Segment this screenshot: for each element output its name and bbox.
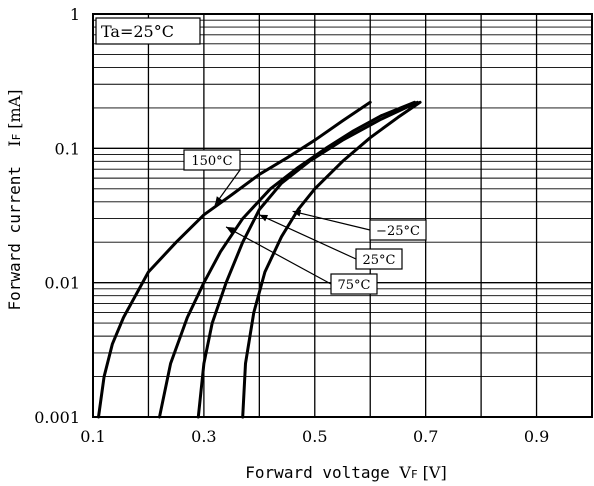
curve-label: 150°C	[183, 149, 241, 206]
y-tick-label: 1	[70, 5, 80, 24]
y-axis-label-sub: F	[10, 134, 23, 141]
curves	[97, 100, 422, 419]
arrow-head-icon	[292, 209, 302, 217]
condition-label: Ta=25°C	[101, 22, 174, 41]
y-axis-label-symbol: I	[5, 140, 24, 146]
arrow-head-icon	[214, 196, 223, 205]
x-tick-label: 0.5	[302, 427, 327, 446]
y-axis-label: Forward current IF [mA]	[5, 89, 24, 310]
x-tick-label: 0.7	[413, 427, 438, 446]
y-tick-label: 0.1	[55, 139, 80, 158]
curve-label-text: −25°C	[376, 224, 420, 239]
series-line-25C	[196, 100, 419, 419]
x-tick-label: 0.3	[191, 427, 216, 446]
curve-label: 25°C	[259, 214, 403, 270]
leader-line	[292, 210, 371, 231]
series-line-150C	[97, 100, 372, 419]
curve-label-text: 25°C	[363, 253, 396, 268]
y-tick-label: 0.001	[34, 408, 80, 427]
x-tick-label: 0.1	[80, 427, 105, 446]
curve-labels: 150°C −25°C 25°C 75°C	[183, 149, 427, 295]
curve-label-box	[330, 273, 378, 295]
x-axis-label-unit: [V]	[418, 463, 447, 482]
plot-frame	[92, 13, 593, 418]
curve-label-box	[183, 149, 241, 171]
x-tick-label: 0.9	[524, 427, 549, 446]
y-tick-labels: 0.001 0.01 0.1 1	[34, 5, 80, 427]
y-axis-label-unit: [mA]	[5, 89, 24, 133]
series-line-75C	[158, 100, 417, 419]
arrow-head-icon	[259, 214, 269, 222]
curve-label: −25°C	[292, 209, 427, 241]
curve-label-box	[355, 248, 403, 270]
leader-line	[225, 226, 332, 285]
leader-line	[259, 214, 357, 260]
y-axis-label-text: Forward current	[5, 147, 24, 311]
x-tick-labels: 0.1 0.3 0.5 0.7 0.9	[80, 427, 549, 446]
x-axis-label-symbol: V	[398, 463, 411, 482]
x-axis-label: Forward voltage VF [V]	[245, 463, 446, 482]
condition-box	[95, 17, 201, 45]
grid	[92, 14, 593, 418]
curve-label-box	[369, 219, 427, 241]
x-axis-label-sub: F	[411, 468, 418, 481]
y-tick-label: 0.01	[44, 274, 80, 293]
curve-label-text: 150°C	[191, 154, 232, 169]
series-line--25C	[241, 100, 422, 419]
arrow-head-icon	[226, 226, 235, 234]
x-axis-label-text: Forward voltage	[245, 463, 399, 482]
curve-label-text: 75°C	[338, 278, 371, 293]
curve-label: 75°C	[225, 226, 378, 295]
